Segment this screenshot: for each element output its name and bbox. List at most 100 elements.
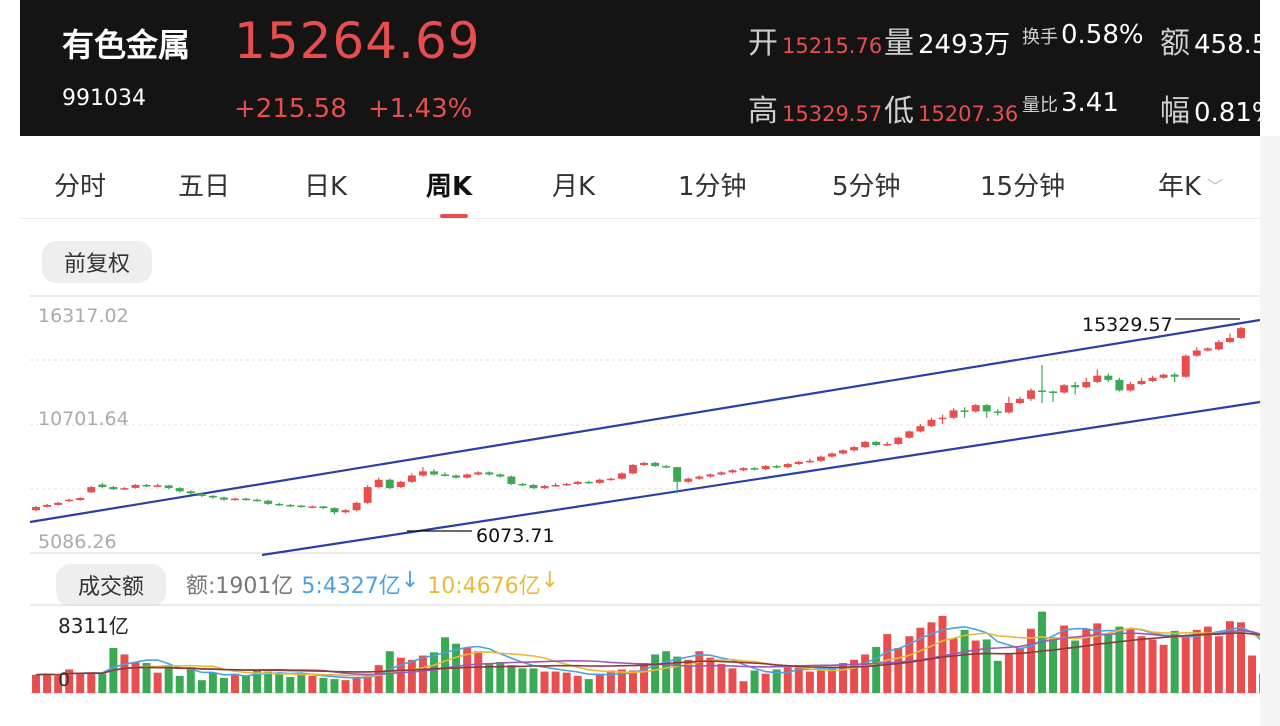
candle <box>452 474 461 479</box>
volume-bar <box>441 637 450 693</box>
candle <box>1093 369 1102 384</box>
ma10-down-arrow-icon: ↓ <box>540 568 560 593</box>
candle <box>1126 382 1135 392</box>
tab-5-min[interactable]: 5分钟 <box>832 172 901 202</box>
candle-body <box>43 504 52 507</box>
volume-bar <box>651 654 660 693</box>
candle <box>628 463 637 475</box>
candle <box>662 465 671 469</box>
candle-body <box>640 462 649 466</box>
candle-body <box>496 474 505 477</box>
y-axis-label: 16317.02 <box>38 305 129 327</box>
candle <box>684 477 693 483</box>
candle <box>441 472 450 477</box>
candle-body <box>374 479 383 488</box>
period-tabs: 分时 五日 日K 周K 月K 1分钟 5分钟 15分钟 年K ﹀ <box>20 146 1260 219</box>
tab-monthly-k[interactable]: 月K <box>552 172 596 202</box>
candle-body <box>76 498 85 501</box>
candle-body <box>1126 384 1135 391</box>
tab-daily-k[interactable]: 日K <box>304 172 348 202</box>
candle <box>54 501 63 506</box>
tab-1-min[interactable]: 1分钟 <box>678 172 747 202</box>
low-label: 低 <box>884 94 914 129</box>
candle-body <box>87 487 96 493</box>
volume-bar <box>330 679 339 693</box>
candle <box>529 483 538 490</box>
volume-bar <box>32 674 40 693</box>
price-change: +215.58 <box>234 94 347 124</box>
volume-bar <box>1170 630 1179 693</box>
volume-bar <box>308 675 317 693</box>
candle-body <box>1181 355 1190 377</box>
volume-max-label: 8311亿 <box>58 614 129 638</box>
volume-bar <box>938 615 947 693</box>
candle-body <box>717 472 726 475</box>
volume-chart[interactable]: 8311亿 0 <box>0 604 1262 726</box>
volume-bar <box>264 671 273 693</box>
candle <box>927 417 936 428</box>
candle-body <box>175 488 184 492</box>
candle <box>418 467 427 477</box>
candle-body <box>816 456 825 461</box>
volume-indicator-button[interactable]: 成交额 <box>56 564 167 606</box>
candle <box>1192 347 1201 357</box>
candle-body <box>761 466 770 470</box>
volume-bar <box>949 638 958 693</box>
candle-body <box>1004 403 1013 413</box>
candle <box>153 483 162 487</box>
candlestick-chart[interactable]: 16317.02 10701.64 5086.26 15329.57 6073.71 <box>0 290 1262 556</box>
candle-body <box>529 484 538 489</box>
tab-intraday[interactable]: 分时 <box>54 172 107 202</box>
volume-bar <box>905 636 914 693</box>
candle <box>297 504 306 508</box>
volume-bar <box>363 673 372 693</box>
candle <box>385 478 394 490</box>
candle <box>1004 396 1013 414</box>
candle-body <box>219 497 228 500</box>
volume-ratio-value: 3.41 <box>1061 88 1119 118</box>
volume-bar <box>761 673 770 693</box>
candle-body <box>1137 380 1146 385</box>
candle-body <box>474 472 483 475</box>
candle <box>87 486 96 493</box>
tab-five-day[interactable]: 五日 <box>178 172 231 202</box>
candle <box>1115 377 1124 392</box>
candle-body <box>253 499 262 502</box>
candle <box>1203 347 1212 352</box>
candle <box>905 430 914 439</box>
volume-bar <box>1137 636 1146 693</box>
tab-yearly-k[interactable]: 年K ﹀ <box>1158 166 1223 203</box>
candle <box>407 473 416 483</box>
candle-body <box>861 441 870 448</box>
candle <box>971 404 980 413</box>
volume-bar <box>219 678 228 693</box>
volume-bar <box>872 646 881 693</box>
volume-bar <box>628 670 637 693</box>
candle <box>839 449 847 455</box>
candle-body <box>1026 390 1035 399</box>
candle <box>319 505 328 510</box>
candle <box>485 471 494 476</box>
amplitude-stat: 幅 0.81% <box>1160 86 1260 130</box>
volume-bar <box>684 659 693 693</box>
candle-body <box>231 498 239 501</box>
volume-bar <box>319 678 328 693</box>
candle-body <box>540 486 549 489</box>
candle-body <box>927 419 936 427</box>
candle <box>1038 365 1046 404</box>
min-price-label: 6073.71 <box>476 525 555 547</box>
volume-bar <box>640 663 649 693</box>
candle <box>341 509 350 514</box>
candle-body <box>783 463 792 468</box>
adjust-type-button[interactable]: 前复权 <box>42 241 153 283</box>
candle-body <box>507 476 516 484</box>
volume-bar <box>1225 621 1234 693</box>
tab-weekly-k[interactable]: 周K <box>426 172 473 202</box>
candle <box>352 501 361 512</box>
candle-body <box>1071 385 1080 388</box>
tab-15-min[interactable]: 15分钟 <box>980 172 1066 202</box>
candle-body <box>297 505 306 508</box>
candle <box>894 436 903 446</box>
volume-value: 2493万 <box>918 30 1011 60</box>
candle <box>883 441 892 447</box>
